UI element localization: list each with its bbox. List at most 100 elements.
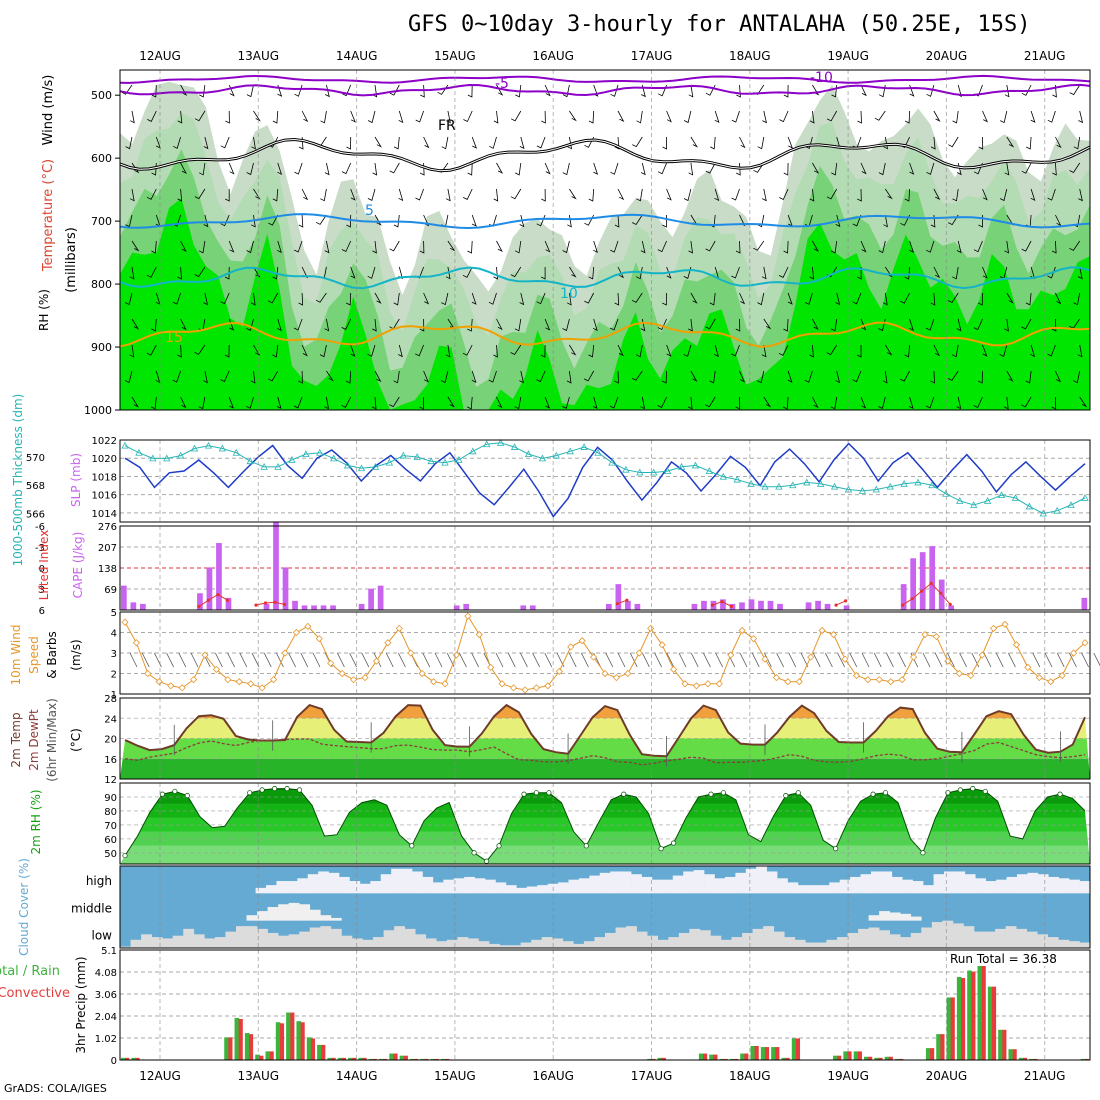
slp-tick-label: 1018 xyxy=(92,472,117,483)
wind-barb xyxy=(1052,84,1057,98)
cloud-bar-low xyxy=(689,928,701,948)
wind-barb xyxy=(253,110,261,122)
wind-barb xyxy=(687,396,693,410)
wind-barb xyxy=(342,84,352,97)
precip-total-bar xyxy=(224,1037,229,1060)
wind-barb xyxy=(904,110,910,124)
precip-axis-title: 3hr Precip (mm) xyxy=(74,956,88,1053)
wind-barb xyxy=(731,188,740,201)
rh-point xyxy=(184,793,190,799)
wind-barb xyxy=(367,344,376,357)
li-segment xyxy=(940,592,951,605)
precip-total-bar xyxy=(760,1047,766,1060)
wind-axis-title: Wind (m/s) xyxy=(41,75,56,146)
wind-barb xyxy=(423,292,430,305)
panel-frame-wind xyxy=(119,611,1091,695)
thickness-point xyxy=(455,455,463,463)
wind10m-axis-title-3: & Barbs xyxy=(45,631,59,679)
cloud-bar-low xyxy=(858,928,869,948)
cloud-bar-high xyxy=(495,882,507,894)
cloud-bar-low xyxy=(836,937,848,948)
wind-barb xyxy=(731,110,740,123)
wind-barb xyxy=(251,214,256,228)
thickness-point xyxy=(121,441,129,449)
thickness-point xyxy=(1067,501,1075,508)
cape-bar xyxy=(140,603,146,610)
li-segment xyxy=(902,598,913,606)
precip-tick-label: 1.02 xyxy=(95,1034,117,1045)
surface-wind-barb xyxy=(666,652,675,668)
wind-barb xyxy=(198,396,206,410)
cape-bar xyxy=(197,593,203,610)
wind-barb xyxy=(982,344,988,357)
wind-speed-point xyxy=(624,669,632,678)
cloud-bar-high xyxy=(651,879,663,894)
precip-total-bar xyxy=(833,1055,838,1060)
wind-barb xyxy=(250,370,256,384)
wind-barb xyxy=(635,344,643,358)
temp-tick-label: 20 xyxy=(104,735,117,746)
rh-point xyxy=(970,786,976,792)
thickness-point xyxy=(552,451,560,459)
slp-tick-label: 1022 xyxy=(92,436,117,447)
li-segment xyxy=(835,600,846,606)
surface-wind-barb xyxy=(642,652,650,668)
cloud-bar-low xyxy=(373,937,384,948)
precip-total-bar xyxy=(244,1033,250,1060)
cloud-bar-low xyxy=(889,934,901,948)
thickness-point xyxy=(149,454,157,462)
precip-total-bar xyxy=(255,1054,260,1060)
cloud-bar-high xyxy=(599,872,611,894)
wind-barb xyxy=(272,110,279,124)
wind-barb xyxy=(952,110,959,124)
date-label-top: 13AUG xyxy=(238,49,280,63)
wind-speed-point xyxy=(567,643,575,651)
wind-barb xyxy=(1051,240,1057,254)
wind-barb xyxy=(510,344,522,356)
precip-total-bar xyxy=(296,1021,302,1060)
wind-barb xyxy=(294,240,303,253)
precip-convective-bar xyxy=(238,1019,243,1060)
cloud-bar-high xyxy=(943,871,955,894)
lifted-index-axis-title: Lifted Index xyxy=(37,530,51,601)
wind-barb xyxy=(762,110,767,124)
cloud-bar-high xyxy=(829,882,840,894)
cloud-bar-low xyxy=(847,932,859,948)
wind-speed-point xyxy=(578,637,586,645)
precip-convective-bar xyxy=(703,1053,708,1060)
thickness-point xyxy=(510,443,519,450)
surface-wind-barb xyxy=(300,652,309,668)
cape-bar xyxy=(777,603,783,610)
wind-barb xyxy=(763,318,772,330)
wind-barb xyxy=(763,396,772,408)
wind-barb xyxy=(515,84,522,98)
wind-barb xyxy=(640,162,646,176)
wind-barb xyxy=(129,188,135,202)
wind-barb xyxy=(631,370,643,381)
wind-barb xyxy=(423,370,429,383)
cape-tick-label: 276 xyxy=(98,522,117,533)
cloud-bar-high xyxy=(485,879,496,894)
cloud-bar-high xyxy=(777,878,788,894)
cloud-bar-middle xyxy=(288,902,300,921)
precip-total-bar xyxy=(317,1044,322,1060)
cloud-bar-high xyxy=(797,885,809,894)
wind-barb xyxy=(593,240,598,253)
surface-wind-barb xyxy=(263,652,272,668)
wind-speed-point xyxy=(921,630,929,639)
wind-speed-point xyxy=(978,651,986,659)
cloud-bar-low xyxy=(320,926,332,948)
date-label-top: 17AUG xyxy=(631,49,673,63)
cloud-bar-middle xyxy=(309,909,321,921)
precip-convective-bar xyxy=(868,1056,873,1060)
wind-barb xyxy=(203,214,209,228)
wind-barb xyxy=(1047,188,1056,201)
surface-wind-barb xyxy=(873,652,882,668)
rh-tick-label: 80 xyxy=(104,807,117,818)
surface-wind-barb xyxy=(934,652,943,668)
cloud-bar-high xyxy=(412,871,423,894)
precip-legend-convective: Convective xyxy=(0,986,70,1001)
cloud-bar-low xyxy=(879,930,890,948)
cape-bar xyxy=(748,599,755,610)
wind-barb xyxy=(540,344,546,358)
